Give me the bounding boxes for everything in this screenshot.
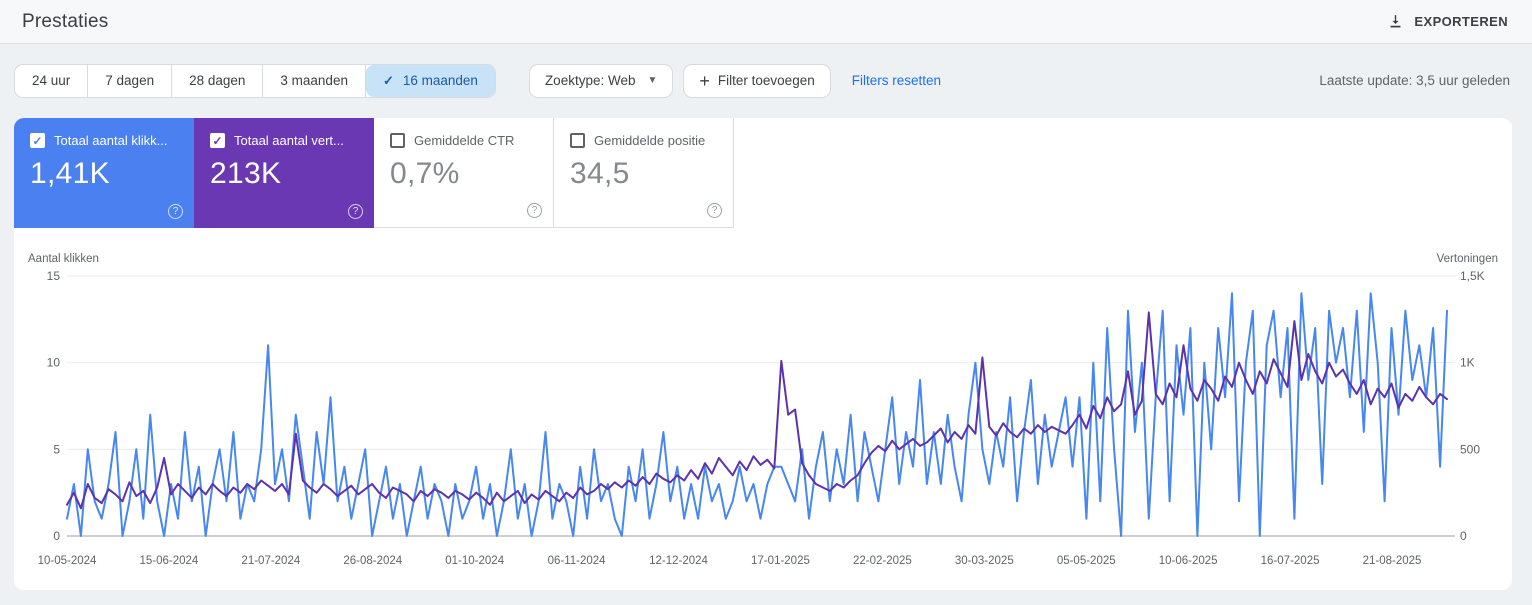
x-axis-tick: 17-01-2025 — [751, 555, 810, 567]
date-tab-7-dagen[interactable]: 7 dagen — [88, 64, 173, 97]
page-header: Prestaties EXPORTEREN — [0, 0, 1532, 44]
x-axis-tick: 01-10-2024 — [445, 555, 504, 567]
metric-card-value: 1,41K — [30, 157, 110, 190]
metric-card-label: Totaal aantal vert... — [234, 133, 344, 148]
checkbox-checked-icon[interactable]: ✓ — [210, 133, 225, 148]
x-axis-tick: 10-06-2025 — [1159, 555, 1218, 567]
last-update-text: Laatste update: 3,5 uur geleden — [1319, 73, 1510, 88]
x-axis-tick: 05-05-2025 — [1057, 555, 1116, 567]
metric-card-value: 0,7% — [390, 157, 460, 190]
x-axis-tick: 21-08-2025 — [1363, 555, 1422, 567]
x-axis-tick: 10-05-2024 — [38, 555, 97, 567]
x-axis-tick: 06-11-2024 — [548, 555, 607, 567]
metric-card-label: Totaal aantal klikk... — [54, 133, 168, 148]
metric-card-2[interactable]: Gemiddelde CTR 0,7%? — [374, 118, 554, 228]
metric-card-value: 213K — [210, 157, 282, 190]
help-icon[interactable]: ? — [707, 203, 722, 218]
check-icon: ✓ — [382, 72, 394, 88]
date-tab-label: 7 dagen — [105, 73, 155, 88]
date-tab-16-maanden[interactable]: ✓ 16 maanden — [365, 64, 495, 97]
date-tab-24-uur[interactable]: 24 uur — [15, 64, 89, 97]
metric-card-label: Gemiddelde CTR — [414, 133, 515, 148]
export-button[interactable]: EXPORTEREN — [1385, 7, 1510, 36]
reset-filters-link[interactable]: Filters resetten — [851, 73, 941, 88]
checkbox-unchecked-icon[interactable] — [570, 133, 585, 148]
checkbox-checked-icon[interactable]: ✓ — [30, 133, 45, 148]
add-filter-button[interactable]: + Filter toevoegen — [683, 63, 831, 98]
right-axis-tick: 1K — [1460, 356, 1475, 370]
filter-toolbar: 24 uur 7 dagen 28 dagen 3 maanden ✓ 16 maande… — [0, 44, 1532, 100]
right-axis-title: Vertoningen — [1437, 253, 1498, 265]
right-axis-tick: 500 — [1460, 442, 1480, 456]
left-axis-title: Aantal klikken — [28, 253, 99, 265]
right-axis-tick: 1,5K — [1460, 269, 1485, 283]
help-icon[interactable]: ? — [527, 203, 542, 218]
metric-card-1[interactable]: ✓ Totaal aantal vert... 213K? — [194, 118, 374, 228]
help-icon[interactable]: ? — [348, 204, 363, 219]
x-axis-tick: 21-07-2024 — [241, 555, 300, 567]
left-axis-tick: 10 — [47, 356, 61, 370]
chevron-down-icon: ▼ — [647, 75, 658, 86]
x-axis-tick: 15-06-2024 — [140, 555, 199, 567]
x-axis-tick: 26-08-2024 — [343, 555, 402, 567]
performance-chart: Aantal klikken Vertoningen 15 1,5K 10 1K 5 500 0… — [14, 246, 1512, 586]
search-type-dropdown[interactable]: Zoektype: Web ▼ — [528, 63, 674, 98]
x-axis-tick: 12-12-2024 — [649, 555, 708, 567]
plus-icon: + — [699, 70, 710, 91]
metric-card-0[interactable]: ✓ Totaal aantal klikk... 1,41K? — [14, 118, 194, 228]
right-axis-tick: 0 — [1460, 529, 1467, 543]
metric-card-label: Gemiddelde positie — [594, 133, 706, 148]
series-line-impressions — [66, 311, 1448, 510]
search-type-label: Zoektype: Web — [544, 73, 636, 88]
chart-svg: Aantal klikken Vertoningen 15 1,5K 10 1K 5 500 0… — [28, 253, 1498, 567]
date-tab-28-dagen[interactable]: 28 dagen — [172, 64, 264, 97]
page-title: Prestaties — [22, 10, 109, 32]
left-axis-tick: 15 — [47, 269, 61, 283]
date-range-tabs: 24 uur 7 dagen 28 dagen 3 maanden ✓ 16 maande… — [14, 63, 496, 98]
x-axis-tick: 22-02-2025 — [853, 555, 912, 567]
date-tab-3-maanden[interactable]: 3 maanden — [263, 64, 366, 97]
add-filter-label: Filter toevoegen — [717, 73, 815, 88]
series-line-clicks — [66, 292, 1448, 537]
date-tab-label: 16 maanden — [402, 73, 478, 88]
metric-cards: ✓ Totaal aantal klikk... 1,41K? ✓ Totaal aan… — [14, 118, 734, 228]
x-axis-tick: 16-07-2025 — [1261, 555, 1320, 567]
left-axis-tick: 0 — [53, 529, 60, 543]
checkbox-unchecked-icon[interactable] — [390, 133, 405, 148]
export-label: EXPORTEREN — [1414, 14, 1508, 29]
performance-panel: ✓ Totaal aantal klikk... 1,41K? ✓ Totaal aan… — [14, 118, 1512, 590]
metric-card-3[interactable]: Gemiddelde positie 34,5? — [554, 118, 734, 228]
metric-card-value: 34,5 — [570, 157, 630, 190]
left-axis-tick: 5 — [53, 442, 60, 456]
date-tab-label: 3 maanden — [280, 73, 348, 88]
date-tab-label: 28 dagen — [189, 73, 246, 88]
date-tab-label: 24 uur — [32, 73, 71, 88]
x-axis-tick: 30-03-2025 — [955, 555, 1014, 567]
download-icon — [1387, 13, 1404, 30]
help-icon[interactable]: ? — [168, 204, 183, 219]
